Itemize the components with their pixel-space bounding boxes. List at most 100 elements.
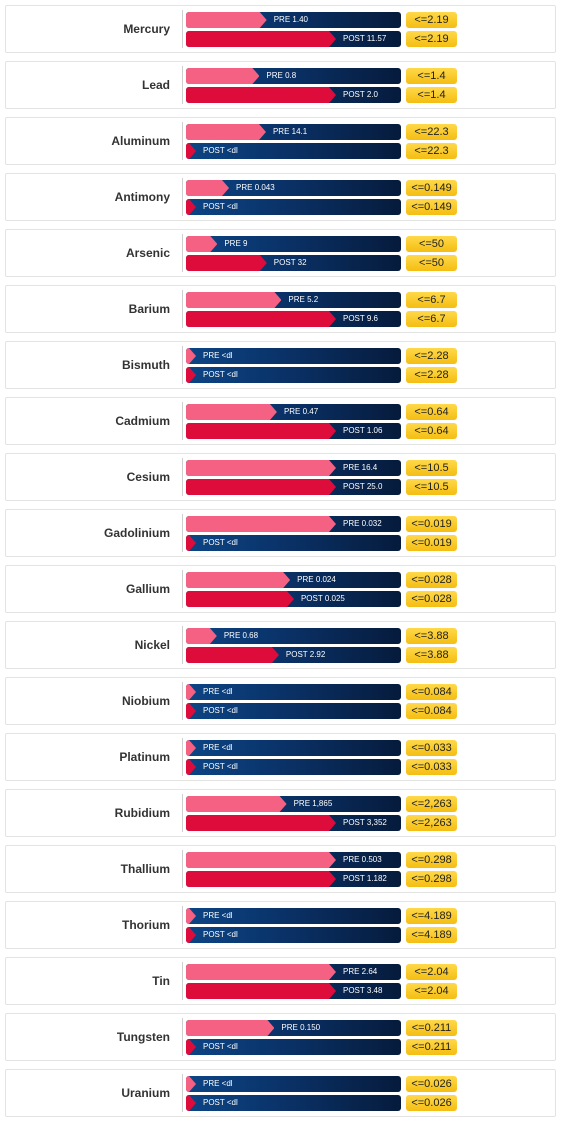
pre-bar-fill bbox=[186, 292, 281, 308]
limit-badge: <=0.019 bbox=[406, 535, 457, 551]
limit-badge: <=2,263 bbox=[406, 815, 457, 831]
row-divider bbox=[182, 626, 183, 664]
limit-badge: <=1.4 bbox=[406, 87, 457, 103]
limit-badge: <=50 bbox=[406, 236, 457, 252]
pre-value-label: PRE <dl bbox=[203, 351, 233, 360]
post-bar-fill bbox=[186, 871, 336, 887]
row-divider bbox=[182, 1018, 183, 1056]
pre-value-label: PRE 0.68 bbox=[223, 631, 259, 640]
row-divider bbox=[182, 458, 183, 496]
pre-bar-fill bbox=[186, 1076, 196, 1092]
post-bar-track: POST 3,352 bbox=[186, 815, 401, 831]
post-value-label: POST <dl bbox=[203, 706, 238, 715]
post-bar-track: POST <dl bbox=[186, 199, 401, 215]
post-value-label: POST 1.182 bbox=[343, 874, 387, 883]
pre-bar-track: PRE <dl bbox=[186, 740, 401, 756]
chart-row: Lead PRE 0.8 <=1.4 POST 2.0 <=1.4 bbox=[5, 61, 556, 109]
pre-bar-fill bbox=[186, 1020, 274, 1036]
row-divider bbox=[182, 1074, 183, 1112]
limit-badge: <=0.033 bbox=[406, 759, 457, 775]
row-divider bbox=[182, 850, 183, 888]
pre-bar-fill bbox=[186, 628, 217, 644]
limit-badge: <=50 bbox=[406, 255, 457, 271]
pre-bar-fill bbox=[186, 404, 277, 420]
chart-row: Gallium PRE 0.024 <=0.028 POST 0.025 <=0.028 bbox=[5, 565, 556, 613]
pre-bar-track: PRE 0.8 bbox=[186, 68, 401, 84]
element-name: Lead bbox=[141, 78, 170, 92]
pre-bar-fill bbox=[186, 68, 259, 84]
pre-bar-track: PRE <dl bbox=[186, 908, 401, 924]
pre-bar-fill bbox=[186, 460, 336, 476]
pre-bar-track: PRE <dl bbox=[186, 348, 401, 364]
pre-bar-track: PRE 0.043 bbox=[186, 180, 401, 196]
post-bar-track: POST 3.48 bbox=[186, 983, 401, 999]
post-bar-track: POST <dl bbox=[186, 759, 401, 775]
element-bar-list: Mercury PRE 1.40 <=2.19 POST 11.57 <=2.19 Lea… bbox=[5, 5, 556, 1125]
pre-bar-track: PRE 0.024 bbox=[186, 572, 401, 588]
pre-value-label: PRE <dl bbox=[203, 911, 233, 920]
post-bar-fill bbox=[186, 591, 294, 607]
post-bar-track: POST 32 bbox=[186, 255, 401, 271]
post-bar-fill bbox=[186, 31, 336, 47]
row-divider bbox=[182, 738, 183, 776]
limit-badge: <=0.028 bbox=[406, 572, 457, 588]
limit-badge: <=2.19 bbox=[406, 31, 457, 47]
post-value-label: POST <dl bbox=[203, 1098, 238, 1107]
post-value-label: POST 25.0 bbox=[343, 482, 383, 491]
element-name: Platinum bbox=[119, 750, 170, 764]
post-bar-track: POST <dl bbox=[186, 703, 401, 719]
post-bar-fill bbox=[186, 255, 267, 271]
pre-bar-fill bbox=[186, 684, 196, 700]
post-bar-track: POST <dl bbox=[186, 143, 401, 159]
pre-bar-fill bbox=[186, 124, 266, 140]
chart-row: Nickel PRE 0.68 <=3.88 POST 2.92 <=3.88 bbox=[5, 621, 556, 669]
pre-bar-track: PRE 2.64 bbox=[186, 964, 401, 980]
post-bar-fill bbox=[186, 815, 336, 831]
limit-badge: <=0.149 bbox=[406, 180, 457, 196]
element-name: Cadmium bbox=[115, 414, 170, 428]
chart-row: Bismuth PRE <dl <=2.28 POST <dl <=2.28 bbox=[5, 341, 556, 389]
pre-value-label: PRE 1,865 bbox=[293, 799, 333, 808]
element-name: Barium bbox=[128, 302, 170, 316]
post-value-label: POST 2.0 bbox=[343, 90, 378, 99]
post-value-label: POST 9.6 bbox=[343, 314, 378, 323]
post-bar-track: POST 25.0 bbox=[186, 479, 401, 495]
post-value-label: POST 1.06 bbox=[343, 426, 383, 435]
limit-badge: <=2.28 bbox=[406, 367, 457, 383]
pre-bar-track: PRE 0.032 bbox=[186, 516, 401, 532]
limit-badge: <=0.019 bbox=[406, 516, 457, 532]
limit-badge: <=2.04 bbox=[406, 983, 457, 999]
post-bar-fill bbox=[186, 143, 196, 159]
post-value-label: POST 3,352 bbox=[343, 818, 387, 827]
pre-value-label: PRE 14.1 bbox=[272, 127, 308, 136]
row-divider bbox=[182, 290, 183, 328]
post-bar-track: POST 0.025 bbox=[186, 591, 401, 607]
post-bar-track: POST 2.0 bbox=[186, 87, 401, 103]
limit-badge: <=0.211 bbox=[406, 1020, 457, 1036]
limit-badge: <=0.026 bbox=[406, 1095, 457, 1111]
pre-bar-track: PRE <dl bbox=[186, 1076, 401, 1092]
post-value-label: POST <dl bbox=[203, 930, 238, 939]
post-bar-track: POST 11.57 bbox=[186, 31, 401, 47]
pre-bar-fill bbox=[186, 796, 287, 812]
pre-bar-fill bbox=[186, 236, 217, 252]
limit-badge: <=0.298 bbox=[406, 871, 457, 887]
chart-row: Thallium PRE 0.503 <=0.298 POST 1.182 <=0.29… bbox=[5, 845, 556, 893]
pre-value-label: PRE 2.64 bbox=[343, 967, 378, 976]
pre-bar-fill bbox=[186, 964, 336, 980]
limit-badge: <=1.4 bbox=[406, 68, 457, 84]
limit-badge: <=0.64 bbox=[406, 404, 457, 420]
post-value-label: POST <dl bbox=[203, 202, 238, 211]
row-divider bbox=[182, 794, 183, 832]
limit-badge: <=2.04 bbox=[406, 964, 457, 980]
pre-bar-track: PRE 1.40 bbox=[186, 12, 401, 28]
chart-row: Mercury PRE 1.40 <=2.19 POST 11.57 <=2.19 bbox=[5, 5, 556, 53]
post-bar-fill bbox=[186, 759, 196, 775]
chart-row: Tungsten PRE 0.150 <=0.211 POST <dl <=0.211 bbox=[5, 1013, 556, 1061]
pre-value-label: PRE 0.032 bbox=[343, 519, 382, 528]
pre-bar-fill bbox=[186, 180, 229, 196]
row-divider bbox=[182, 402, 183, 440]
limit-badge: <=0.149 bbox=[406, 199, 457, 215]
pre-value-label: PRE 0.150 bbox=[281, 1023, 321, 1032]
pre-bar-track: PRE 16.4 bbox=[186, 460, 401, 476]
